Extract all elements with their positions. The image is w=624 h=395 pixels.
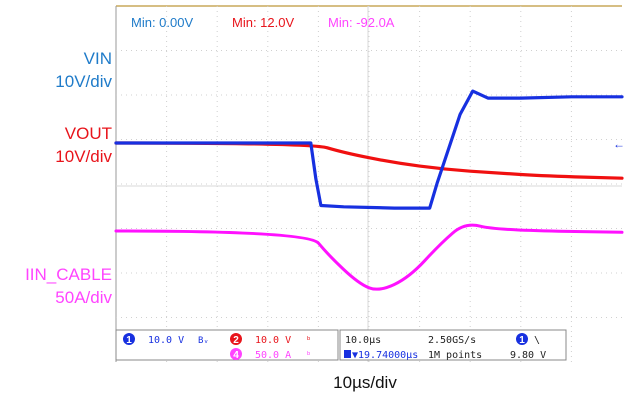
- ch1-badge: [123, 333, 135, 345]
- ch2-badge: [230, 333, 242, 345]
- ch1-badge-num: 1: [126, 335, 132, 346]
- trigger-marker-icon: [344, 350, 351, 358]
- vin-min-readout: Min: 0.00V: [131, 15, 193, 30]
- vin-scale-label: 10V/div: [55, 72, 112, 91]
- vin-trace: [114, 89, 624, 210]
- vout-trace: [114, 141, 624, 180]
- record-length: 1M points: [428, 350, 482, 361]
- iin-scale-label: 50A/div: [55, 288, 112, 307]
- iin-label: IIN_CABLE: [25, 265, 112, 284]
- timebase-value: 10.0µs: [345, 335, 381, 346]
- trigger-slope-icon: \: [534, 335, 540, 346]
- sample-rate: 2.50GS/s: [428, 335, 476, 346]
- graticule: [115, 5, 622, 362]
- ch4-badge-num: 4: [233, 350, 239, 361]
- ch2-badge-num: 2: [233, 335, 239, 346]
- channel-panel: [115, 329, 339, 361]
- ch2-scale: 10.0 V: [255, 335, 291, 346]
- cursor-arrow-icon: ←: [613, 137, 624, 151]
- iin-min-readout: Min: -92.0A: [328, 15, 395, 30]
- ch4-coupling-icon: ᵇ: [306, 351, 311, 361]
- vin-label: VIN: [83, 49, 112, 68]
- status-bar: 1 10.0 V Bᵥ 2 10.0 V ᵇ 4 50.0 A ᵇ 10.0µs…: [115, 329, 567, 361]
- ch4-badge: [230, 348, 242, 360]
- ch1-coupling: Bᵥ: [198, 336, 209, 346]
- trigger-ch-num: 1: [519, 335, 525, 346]
- vout-scale-label: 10V/div: [55, 147, 112, 166]
- trigger-position: ▼19.74000µs: [352, 350, 418, 361]
- vout-min-readout: Min: 12.0V: [232, 15, 294, 30]
- waveform-traces: [114, 89, 624, 291]
- ch4-scale: 50.0 A: [255, 350, 291, 361]
- trigger-level: 9.80 V: [510, 350, 546, 361]
- ch2-coupling-icon: ᵇ: [306, 336, 311, 346]
- trigger-ch-badge: [516, 333, 528, 345]
- ch1-scale: 10.0 V: [148, 335, 184, 346]
- x-axis-timebase-label: 10µs/div: [333, 373, 397, 392]
- horizontal-panel: [339, 329, 567, 361]
- vout-label: VOUT: [64, 124, 112, 143]
- iin-trace: [114, 223, 624, 291]
